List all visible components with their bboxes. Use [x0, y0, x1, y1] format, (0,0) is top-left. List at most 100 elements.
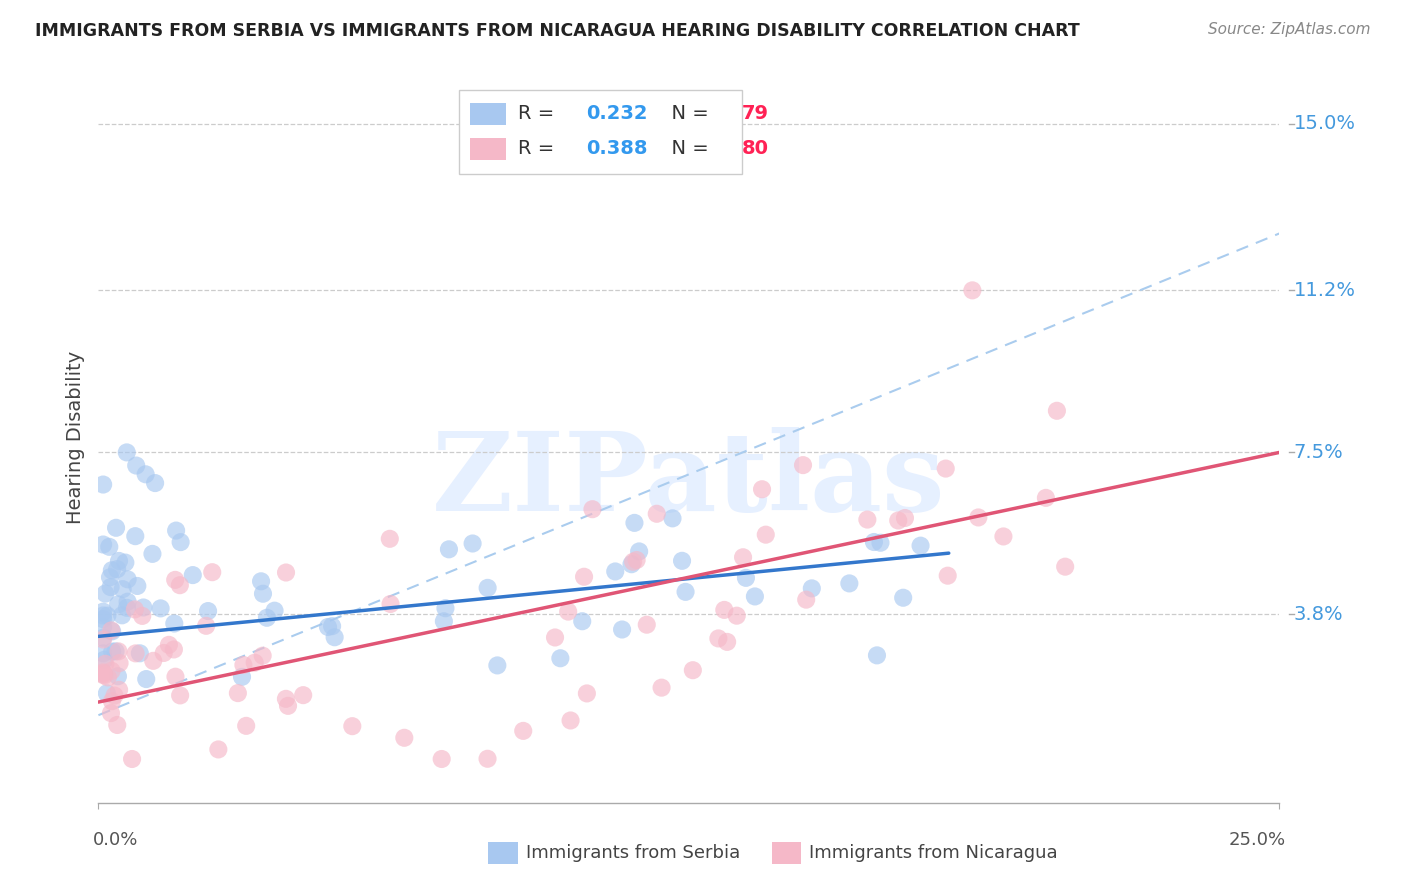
- Point: [98, 570, 121, 584]
- Point: [380, 597, 402, 611]
- Point: [623, 516, 645, 530]
- Point: [434, 601, 457, 615]
- Text: Immigrants from Serbia: Immigrants from Serbia: [526, 844, 740, 862]
- Point: [751, 482, 773, 496]
- Text: Source: ZipAtlas.com: Source: ZipAtlas.com: [1208, 22, 1371, 37]
- Point: [292, 688, 315, 702]
- Point: [430, 752, 453, 766]
- Point: [115, 600, 138, 615]
- Point: [107, 669, 129, 683]
- Point: [231, 670, 253, 684]
- Point: [131, 608, 153, 623]
- Point: [127, 579, 149, 593]
- Point: [91, 477, 114, 491]
- Point: [232, 657, 254, 672]
- Point: [378, 532, 401, 546]
- Point: [91, 632, 114, 647]
- Point: [671, 554, 693, 568]
- Point: [132, 600, 155, 615]
- Point: [716, 635, 738, 649]
- Point: [107, 644, 129, 658]
- Point: [1046, 404, 1069, 418]
- Point: [181, 568, 204, 582]
- Point: [274, 566, 297, 580]
- Point: [195, 619, 218, 633]
- Point: [572, 570, 595, 584]
- Point: [111, 582, 134, 596]
- Point: [117, 595, 139, 609]
- Point: [235, 719, 257, 733]
- Point: [735, 571, 758, 585]
- Point: [512, 723, 534, 738]
- Point: [557, 605, 579, 619]
- Point: [165, 573, 187, 587]
- Text: 79: 79: [742, 104, 769, 123]
- Point: [800, 582, 823, 596]
- Point: [437, 542, 460, 557]
- Point: [581, 502, 603, 516]
- Point: [792, 458, 814, 472]
- Point: [713, 603, 735, 617]
- Point: [100, 664, 122, 678]
- Point: [755, 527, 778, 541]
- Point: [165, 524, 187, 538]
- Point: [100, 706, 122, 720]
- Point: [651, 681, 673, 695]
- Text: N =: N =: [659, 139, 716, 159]
- Point: [993, 529, 1015, 543]
- Point: [967, 510, 990, 524]
- Text: IMMIGRANTS FROM SERBIA VS IMMIGRANTS FROM NICARAGUA HEARING DISABILITY CORRELATI: IMMIGRANTS FROM SERBIA VS IMMIGRANTS FRO…: [35, 22, 1080, 40]
- Point: [887, 514, 910, 528]
- Point: [163, 642, 186, 657]
- Point: [207, 742, 229, 756]
- Point: [263, 604, 285, 618]
- Point: [342, 719, 364, 733]
- Point: [100, 624, 122, 638]
- Text: R =: R =: [517, 139, 560, 159]
- Point: [101, 694, 124, 708]
- Point: [935, 461, 957, 475]
- Point: [91, 667, 114, 681]
- Point: [323, 630, 346, 644]
- Point: [682, 663, 704, 677]
- Point: [550, 651, 572, 665]
- Point: [575, 686, 598, 700]
- Text: 7.5%: 7.5%: [1294, 443, 1343, 462]
- Point: [108, 656, 131, 670]
- Point: [93, 668, 115, 682]
- Point: [157, 638, 180, 652]
- Text: N =: N =: [659, 104, 716, 123]
- Point: [91, 666, 114, 681]
- Point: [626, 553, 648, 567]
- Point: [149, 601, 172, 615]
- Point: [731, 550, 754, 565]
- Point: [165, 670, 187, 684]
- Y-axis label: Hearing Disability: Hearing Disability: [66, 351, 84, 524]
- Point: [201, 565, 224, 579]
- Text: R =: R =: [517, 104, 560, 123]
- Point: [169, 689, 191, 703]
- Point: [477, 581, 499, 595]
- Point: [645, 507, 668, 521]
- Point: [433, 615, 456, 629]
- Point: [169, 535, 191, 549]
- Text: ZIPatlas: ZIPatlas: [432, 427, 946, 534]
- Point: [111, 608, 134, 623]
- Point: [620, 558, 643, 572]
- Point: [250, 574, 273, 589]
- Text: 80: 80: [742, 139, 769, 159]
- Point: [707, 632, 730, 646]
- Point: [108, 554, 131, 568]
- Text: 0.0%: 0.0%: [93, 830, 138, 848]
- Point: [610, 623, 633, 637]
- Point: [277, 698, 299, 713]
- Point: [794, 592, 817, 607]
- Point: [243, 656, 266, 670]
- Point: [394, 731, 416, 745]
- Point: [125, 458, 148, 473]
- Point: [621, 555, 644, 569]
- Point: [461, 536, 484, 550]
- Point: [98, 540, 121, 554]
- Point: [274, 691, 297, 706]
- Point: [744, 590, 766, 604]
